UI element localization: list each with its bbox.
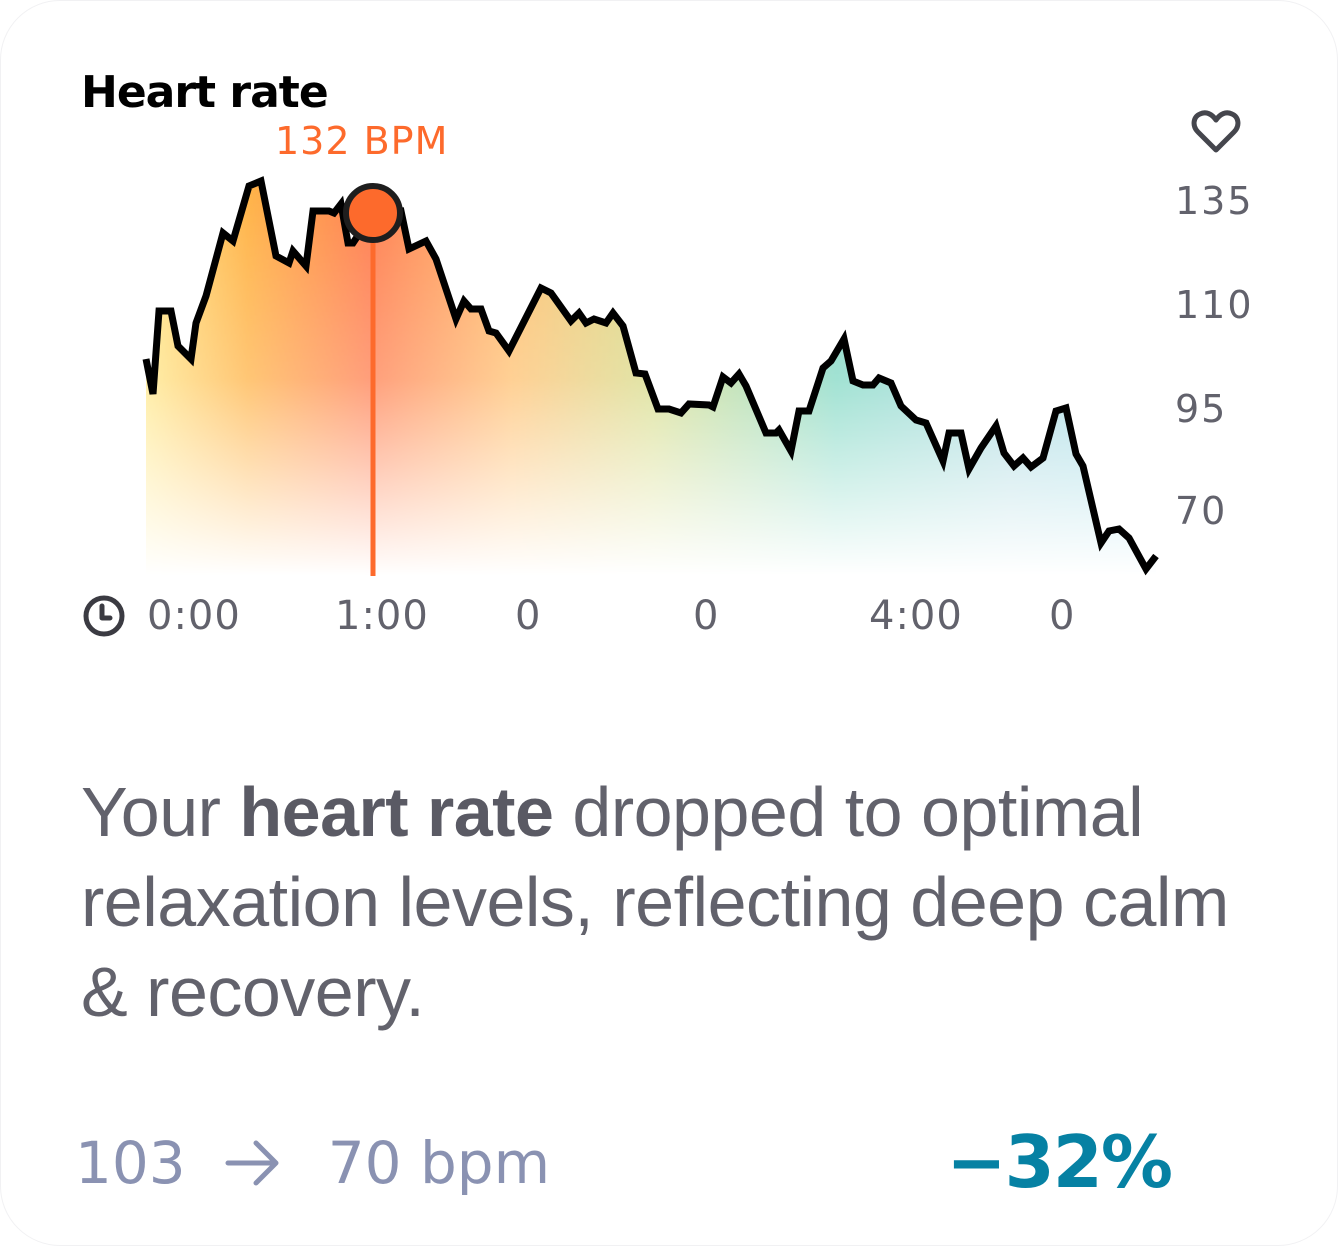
heart-icon [1191, 110, 1241, 153]
x-tick-3: 0 [693, 593, 720, 639]
heart-rate-chart[interactable] [1, 1, 1340, 601]
y-tick-110: 110 [1175, 283, 1254, 327]
y-tick-95: 95 [1175, 387, 1228, 431]
hover-marker[interactable] [343, 183, 403, 243]
summary-emphasis: heart rate [239, 773, 554, 851]
x-tick-1: 1:00 [335, 593, 429, 639]
clock-icon [83, 595, 125, 637]
arrow-right-icon [225, 1140, 279, 1186]
bpm-range: 103 70 bpm [75, 1123, 550, 1203]
x-tick-4: 4:00 [869, 593, 963, 639]
range-end: 70 bpm [327, 1129, 551, 1197]
y-tick-70: 70 [1175, 489, 1228, 533]
hover-value-label: 132 BPM [275, 119, 449, 163]
x-tick-5: 0 [1049, 593, 1076, 639]
card-title: Heart rate [81, 67, 329, 118]
x-tick-0: 0:00 [147, 593, 241, 639]
percent-change: −32% [946, 1120, 1173, 1204]
x-tick-2: 0 [515, 593, 542, 639]
summary-suffix: dropped to optimal relaxation levels, re… [81, 773, 1229, 1031]
area-fill [146, 181, 1156, 576]
summary-text: Your heart rate dropped to optimal relax… [81, 767, 1261, 1037]
summary-prefix: Your [81, 773, 240, 851]
range-start: 103 [75, 1129, 186, 1197]
heart-rate-line [142, 176, 1159, 576]
y-tick-135: 135 [1175, 179, 1254, 223]
